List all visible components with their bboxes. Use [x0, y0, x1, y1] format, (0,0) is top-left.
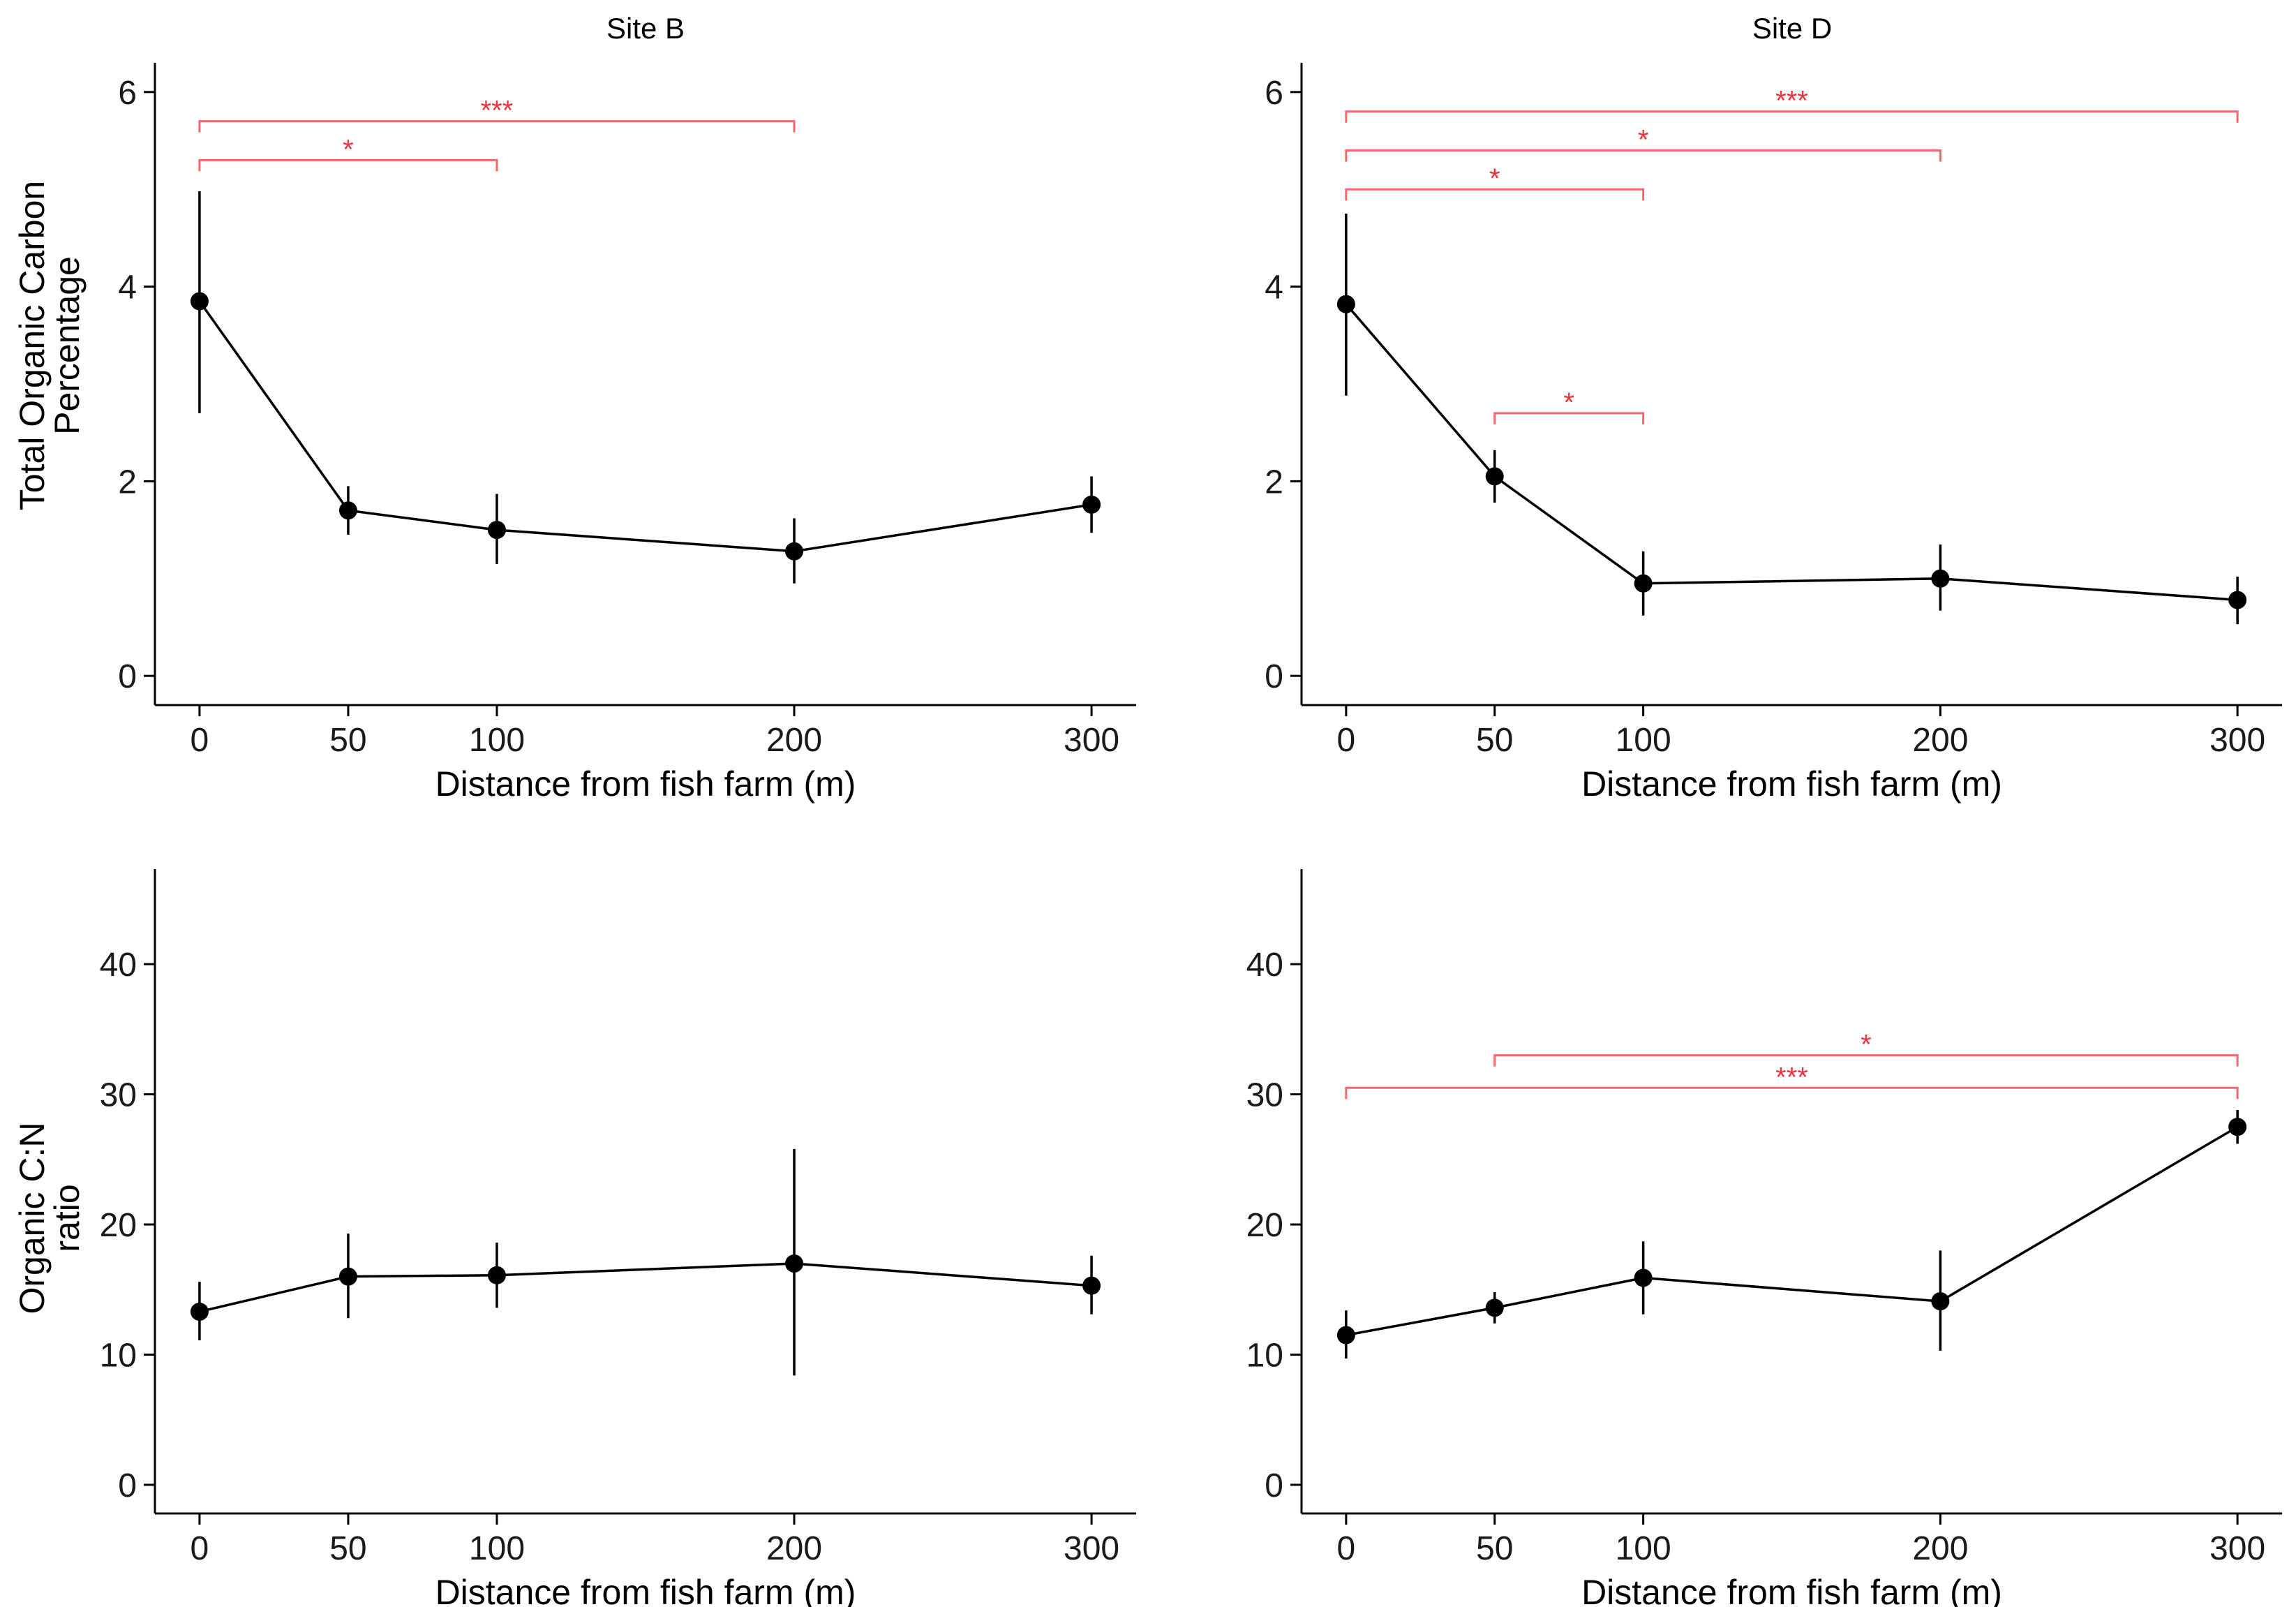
- x-tick-label: 50: [329, 722, 366, 759]
- y-tick-label: 0: [1265, 658, 1283, 695]
- panel-site-d-cn-ratio: 0 10 20 30 40 0 50 100 200 300 Distance from fish …: [1246, 869, 2282, 1607]
- significance-bracket: [1345, 1086, 2239, 1099]
- x-tick-label: 50: [329, 1530, 366, 1567]
- series-line: [1345, 1125, 2239, 1337]
- significance-bracket: [1345, 110, 2239, 123]
- x-tick-label: 100: [1616, 1530, 1671, 1567]
- data-point: [190, 1302, 209, 1321]
- x-tick-label: 0: [1337, 1530, 1356, 1567]
- x-axis-title: Distance from fish farm (m): [435, 764, 856, 804]
- significance-label: ***: [1775, 1062, 1808, 1093]
- panel-site-b-toc: 0 2 4 6 0 50 100 200 300 Distance from fish farm …: [118, 63, 1136, 804]
- data-point: [1634, 1268, 1653, 1287]
- y-tick-label: 10: [1246, 1338, 1283, 1375]
- x-tick-label: 100: [469, 722, 525, 759]
- panel-title-site-b: Site B: [606, 12, 685, 45]
- data-point: [1634, 574, 1653, 593]
- y-tick-label: 20: [100, 1207, 137, 1244]
- x-tick-label: 200: [766, 1530, 822, 1567]
- data-point: [487, 1266, 506, 1284]
- series-line: [199, 1262, 1092, 1313]
- data-point: [1082, 1276, 1101, 1295]
- data-point: [338, 501, 357, 520]
- y-axis-title-bottom-line1: Organic C:N: [13, 1122, 52, 1314]
- x-tick-label: 300: [1064, 722, 1119, 759]
- data-point: [338, 1267, 357, 1286]
- y-tick-label: 4: [1265, 269, 1283, 306]
- y-tick-label: 20: [1246, 1207, 1283, 1244]
- x-tick-label: 200: [766, 722, 822, 759]
- x-axis-title: Distance from fish farm (m): [435, 1573, 856, 1607]
- data-point: [1082, 495, 1101, 514]
- x-tick-label: 200: [1912, 1530, 1968, 1567]
- y-tick-label: 0: [1265, 1467, 1283, 1504]
- y-tick-label: 2: [1265, 464, 1283, 501]
- series-line: [1345, 303, 2238, 602]
- significance-label: *: [1861, 1030, 1872, 1060]
- x-tick-label: 0: [1337, 722, 1356, 759]
- y-axis-title-top: Total Organic Carbon Percentage: [13, 181, 87, 510]
- y-axis-title-bottom-line2: ratio: [47, 1184, 87, 1252]
- x-tick-label: 100: [469, 1530, 525, 1567]
- data-point: [1336, 1326, 1355, 1345]
- significance-bracket: [198, 158, 498, 172]
- data-point: [190, 292, 209, 311]
- data-point: [1336, 295, 1355, 313]
- y-tick-label: 30: [100, 1077, 137, 1114]
- x-tick-label: 300: [1064, 1530, 1119, 1567]
- x-tick-label: 100: [1616, 722, 1671, 759]
- x-axis-title: Distance from fish farm (m): [1581, 764, 2002, 804]
- y-axis-title-top-line2: Percentage: [47, 256, 87, 435]
- x-tick-label: 200: [1912, 722, 1968, 759]
- significance-bracket: [1345, 149, 1941, 162]
- y-axis-title-bottom: Organic C:N ratio: [13, 1122, 87, 1314]
- panel-title-site-d: Site D: [1752, 12, 1832, 45]
- significance-label: ***: [1775, 86, 1808, 117]
- y-tick-label: 0: [118, 1467, 137, 1504]
- series-line: [198, 300, 1092, 553]
- significance-label: *: [1638, 124, 1649, 155]
- significance-label: ***: [481, 96, 514, 126]
- data-point: [1485, 467, 1504, 486]
- y-tick-label: 30: [1246, 1077, 1283, 1114]
- y-tick-label: 2: [118, 464, 137, 501]
- panel-site-d-toc: 0 2 4 6 0 50 100 200 300 Distance from fish farm …: [1265, 63, 2282, 804]
- data-point: [2228, 1118, 2247, 1136]
- y-tick-label: 6: [118, 75, 137, 112]
- y-tick-label: 4: [118, 269, 137, 306]
- y-tick-label: 0: [118, 658, 137, 695]
- x-tick-label: 50: [1476, 1530, 1513, 1567]
- significance-bracket: [198, 120, 796, 133]
- significance-bracket: [1493, 1054, 2239, 1067]
- significance-label: *: [1563, 387, 1574, 418]
- significance-bracket: [1493, 412, 1645, 424]
- y-axis-title-top-line1: Total Organic Carbon: [13, 181, 52, 510]
- data-point: [487, 521, 506, 540]
- x-tick-label: 50: [1476, 722, 1513, 759]
- data-point: [1485, 1298, 1504, 1317]
- y-tick-label: 40: [100, 947, 137, 984]
- x-tick-label: 0: [191, 722, 209, 759]
- y-tick-label: 6: [1265, 75, 1283, 112]
- y-tick-label: 10: [100, 1338, 137, 1375]
- x-tick-label: 0: [191, 1530, 209, 1567]
- data-point: [2228, 591, 2247, 609]
- x-axis-title: Distance from fish farm (m): [1581, 1573, 2002, 1607]
- x-tick-label: 300: [2209, 722, 2265, 759]
- x-tick-label: 300: [2209, 1530, 2265, 1567]
- data-point: [785, 1254, 804, 1273]
- significance-label: *: [343, 134, 354, 165]
- significance-label: *: [1489, 163, 1500, 194]
- panel-site-b-cn-ratio: 0 10 20 30 40 0 50 100 200 300 Distance from fish …: [100, 869, 1136, 1607]
- significance-bracket: [1345, 188, 1645, 201]
- data-point: [1931, 1292, 1950, 1311]
- data-point: [1931, 569, 1950, 588]
- y-tick-label: 40: [1246, 947, 1283, 984]
- data-point: [785, 542, 804, 561]
